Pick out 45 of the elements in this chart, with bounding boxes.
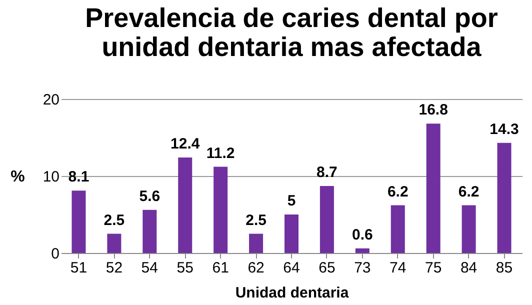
data-label: 6.2 bbox=[458, 183, 480, 200]
bar bbox=[107, 234, 122, 253]
bar bbox=[249, 234, 264, 253]
y-tick-label: 20 bbox=[42, 92, 60, 108]
bar bbox=[462, 205, 476, 253]
x-tick-label: 73 bbox=[354, 260, 371, 276]
x-tick-label: 65 bbox=[318, 260, 336, 276]
data-label: 0.6 bbox=[352, 226, 373, 244]
x-tick-label: 52 bbox=[106, 260, 123, 276]
data-label: 2.5 bbox=[246, 212, 266, 229]
data-label: 14.3 bbox=[490, 120, 519, 138]
data-label: 5 bbox=[287, 192, 296, 210]
bar bbox=[320, 186, 334, 253]
x-tick-label: 62 bbox=[248, 260, 264, 276]
x-tick-label: 54 bbox=[141, 260, 158, 276]
bar bbox=[178, 158, 192, 253]
bar bbox=[497, 142, 512, 253]
x-tick-label: 84 bbox=[460, 260, 478, 276]
x-tick-label: 74 bbox=[390, 260, 406, 276]
x-tick-label: 85 bbox=[496, 260, 513, 276]
bar bbox=[390, 205, 405, 253]
bar bbox=[142, 210, 157, 253]
x-axis-title: Unidad dentaria bbox=[235, 284, 350, 302]
x-tick-label: 51 bbox=[70, 260, 88, 276]
y-tick-label: 10 bbox=[42, 168, 60, 186]
data-label: 8.1 bbox=[68, 168, 90, 186]
bar bbox=[355, 248, 370, 253]
x-tick-label: 55 bbox=[176, 260, 194, 276]
bar bbox=[72, 190, 86, 253]
y-axis-title: % bbox=[10, 168, 25, 186]
x-tick-label: 61 bbox=[212, 260, 229, 276]
data-label: 2.5 bbox=[104, 212, 125, 229]
chart-title: Prevalencia de caries dental por unidad dentaria mas afectada bbox=[85, 3, 498, 62]
x-tick-label: 75 bbox=[425, 260, 442, 276]
data-label: 5.6 bbox=[139, 188, 160, 205]
data-label: 6.2 bbox=[387, 183, 408, 200]
x-tick-label: 64 bbox=[283, 260, 300, 276]
data-label: 16.8 bbox=[418, 102, 448, 119]
y-tick-label: 0 bbox=[51, 246, 60, 262]
data-label: 8.7 bbox=[316, 164, 338, 182]
bar bbox=[426, 124, 440, 253]
bar bbox=[214, 166, 228, 253]
bar bbox=[284, 214, 298, 253]
data-label: 12.4 bbox=[170, 136, 200, 153]
data-label: 11.2 bbox=[206, 144, 235, 162]
